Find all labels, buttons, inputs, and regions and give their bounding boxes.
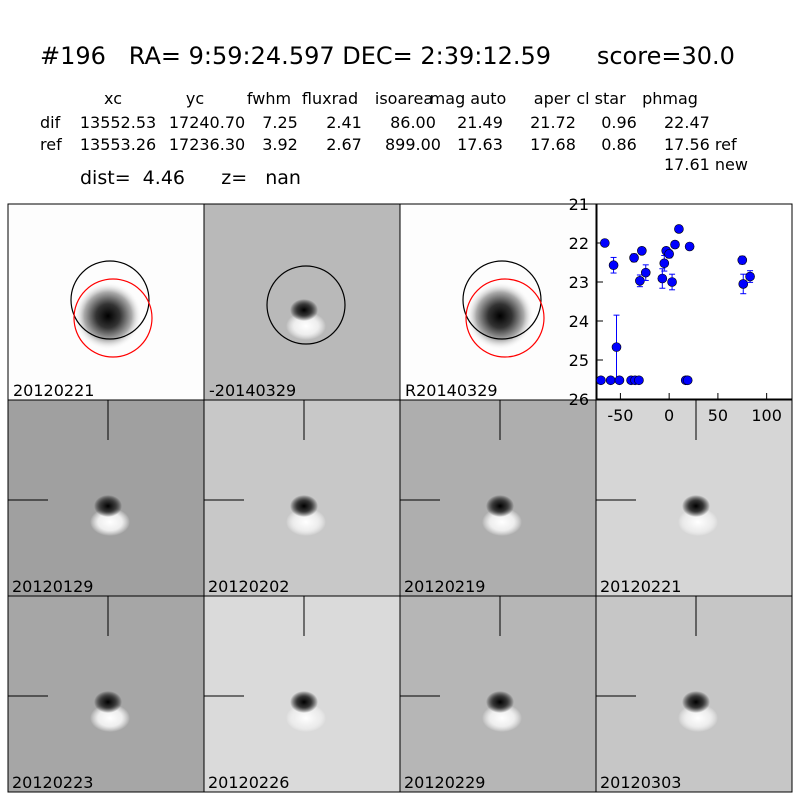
cell: 13553.26 [80,135,156,154]
column-header: xc [104,89,122,108]
residual-dark [486,495,514,517]
stamp-label: 20120226 [208,773,289,792]
point [657,273,668,284]
point [614,375,625,386]
residual-dark [486,691,514,713]
point [684,241,695,252]
stamp-label: 20120221 [13,381,94,400]
y-tick-label: 24 [569,312,589,331]
cell: 17.56 ref [664,135,737,154]
cell: 86.00 [390,113,436,132]
point [605,375,616,386]
aperture [465,278,545,358]
x-tick-label: 0 [664,406,674,425]
cell: 21.49 [457,113,503,132]
point [664,249,674,259]
residual-dark [94,495,122,517]
column-header: aper [534,89,571,108]
y-tick-label: 26 [569,390,589,409]
stamp-label: 20120229 [404,773,485,792]
point [629,253,639,263]
aperture [70,260,150,340]
point [634,375,644,386]
cell: 0.86 [601,135,637,154]
dist: dist= 4.46 z= nan [80,167,301,189]
residual-dark [682,691,710,713]
row-label: dif [40,113,61,132]
column-header: fluxrad [302,89,358,108]
stamps: 20120221 -20140329 R20140329 20120129 201202… [7,203,793,793]
residual-dark [290,299,318,321]
point [599,238,610,248]
stamp-label: 20120219 [404,577,485,596]
column-header: fwhm [247,89,291,108]
point [659,258,670,269]
stamp-label: R20140329 [405,381,498,400]
cell: 2.41 [326,113,362,132]
column-header: cl star [576,89,626,108]
point [745,271,755,282]
source [74,282,142,350]
stamp-label: 20120303 [600,773,681,792]
stamp-label: -20140329 [209,381,296,400]
cell: 21.72 [530,113,576,132]
stamp-label: 20120223 [12,773,93,792]
cell: 2.67 [326,135,362,154]
column-header: phmag [642,89,698,108]
x-tick-label: 100 [751,406,782,425]
extra: 17.61 new [664,155,748,174]
x-tick-label: -50 [607,406,633,425]
cell: 17240.70 [169,113,245,132]
column-header: mag auto [430,89,507,108]
point [737,255,748,265]
cell: 17236.30 [169,135,245,154]
cell: 13552.53 [80,113,156,132]
column-header: isoarea [375,89,433,108]
y-tick-label: 25 [569,351,589,370]
point [596,375,606,386]
cell: 17.68 [530,135,576,154]
aperture [266,265,346,345]
row-label: ref [40,135,62,154]
point [670,239,680,250]
aperture [73,278,153,358]
point [608,260,619,271]
plot-area [596,203,793,400]
aperture [462,260,542,340]
cell: 899.00 [385,135,441,154]
cell: 0.96 [601,113,637,132]
point [611,342,622,352]
column-header: yc [186,89,204,108]
source [466,282,534,350]
cell: 22.47 [664,113,710,132]
cell: 17.63 [457,135,503,154]
residual-dark [290,691,318,713]
point [637,246,647,256]
residual-dark [682,495,710,517]
cell: 3.92 [262,135,298,154]
title: #196 RA= 9:59:24.597 DEC= 2:39:12.59 sco… [40,42,735,70]
cell: 7.25 [262,113,298,132]
lightcurve: 21 22 23 24 25 26 -50 0 50 100 [569,195,793,425]
residual-dark [94,691,122,713]
stamp-label: 20120221 [600,577,681,596]
point [667,277,677,287]
point [738,279,749,289]
point [640,267,651,278]
stamp-label: 20120202 [208,577,289,596]
y-tick-label: 23 [569,273,589,292]
residual-dark [290,495,318,517]
stamp-label: 20120129 [12,577,93,596]
y-tick-label: 21 [569,195,589,214]
point [682,375,693,386]
x-tick-label: 50 [708,406,728,425]
y-tick-label: 22 [569,234,589,253]
point [674,224,684,234]
